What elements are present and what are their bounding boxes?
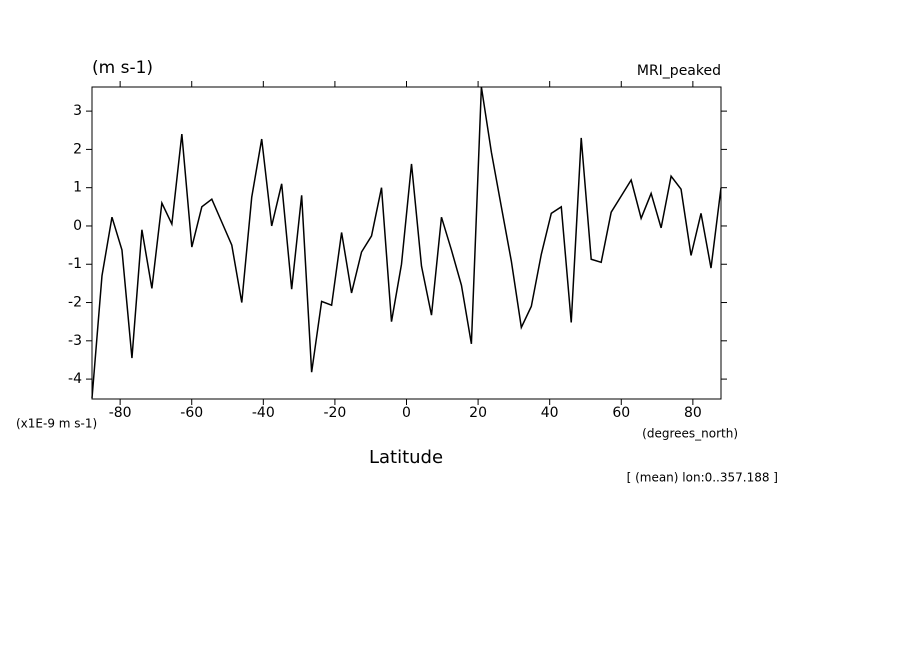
y-tick-label: -4	[68, 371, 82, 387]
y-tick-label: 0	[73, 218, 82, 234]
y-tick-label: 1	[73, 180, 82, 196]
x-tick-label: -40	[252, 405, 275, 421]
x-tick-label: 20	[469, 405, 487, 421]
x-axis-label: Latitude	[369, 447, 443, 468]
x-tick-label: -60	[180, 405, 203, 421]
x-units: (degrees_north)	[642, 427, 738, 441]
data-line	[91, 86, 722, 399]
x-tick-label: 0	[402, 405, 411, 421]
y-tick-label: -1	[68, 256, 82, 272]
y-units: (m s-1)	[92, 58, 153, 78]
x-tick-label: -20	[323, 405, 346, 421]
x-tick-label: 60	[612, 405, 630, 421]
y-tick-label: -3	[68, 333, 82, 349]
chart-title: MRI_peaked	[637, 63, 721, 79]
x-tick-label: 40	[541, 405, 559, 421]
y-tick-label: -2	[68, 295, 82, 311]
x-tick-label: 80	[684, 405, 702, 421]
y-scale-label: (x1E-9 m s-1)	[16, 417, 97, 431]
x-tick-label: -80	[109, 405, 132, 421]
y-tick-label: 3	[73, 103, 82, 119]
y-tick-label: 2	[73, 141, 82, 157]
annotation: [ (mean) lon:0..357.188 ]	[627, 471, 778, 485]
plot-frame	[91, 86, 722, 400]
